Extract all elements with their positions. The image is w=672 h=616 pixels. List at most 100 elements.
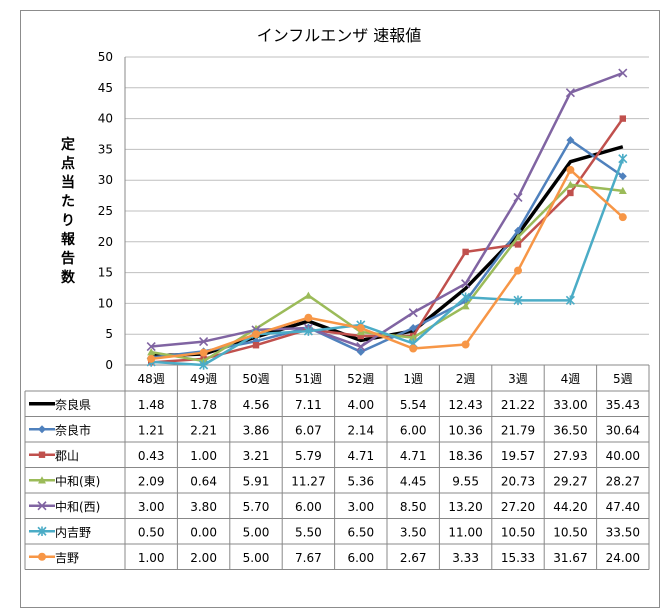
legend-series-name: 吉野 bbox=[55, 551, 79, 565]
data-point-marker bbox=[461, 279, 471, 289]
data-point-marker bbox=[356, 341, 366, 352]
x-tick-label: 3週 bbox=[508, 372, 528, 386]
legend-series-name: 中和(東) bbox=[55, 473, 100, 488]
table-cell-value: 4.71 bbox=[347, 449, 374, 463]
data-point-marker bbox=[618, 68, 628, 78]
table-cell-value: 2.09 bbox=[138, 474, 165, 488]
data-point-marker bbox=[408, 308, 418, 318]
table-cell-value: 3.86 bbox=[243, 423, 270, 437]
x-tick-label: 52週 bbox=[347, 372, 374, 386]
table-cell-value: 5.70 bbox=[243, 500, 270, 514]
table-cell-value: 1.21 bbox=[138, 423, 165, 437]
table-cell-value: 30.64 bbox=[606, 423, 640, 437]
data-point-marker bbox=[199, 348, 208, 357]
y-tick-label: 45 bbox=[98, 81, 113, 95]
y-tick-label: 25 bbox=[98, 204, 113, 218]
data-point-marker bbox=[565, 295, 575, 306]
table-cell-value: 5.54 bbox=[400, 398, 427, 412]
data-point-marker bbox=[618, 213, 627, 222]
data-point-marker bbox=[252, 342, 260, 349]
data-point-marker bbox=[37, 501, 47, 511]
data-point-marker bbox=[618, 153, 628, 164]
table-cell-value: 1.00 bbox=[138, 551, 165, 565]
legend-series-name: 奈良市 bbox=[55, 422, 91, 437]
table-cell-value: 4.00 bbox=[347, 398, 374, 412]
data-point-marker bbox=[566, 165, 575, 174]
legend-series-name: 郡山 bbox=[55, 449, 79, 463]
legend-key bbox=[29, 451, 55, 458]
y-tick-label: 20 bbox=[98, 235, 113, 249]
data-point-marker bbox=[618, 172, 627, 181]
data-point-marker bbox=[409, 344, 418, 353]
table-cell-value: 12.43 bbox=[448, 398, 482, 412]
table-cell-value: 31.67 bbox=[553, 551, 587, 565]
data-point-marker bbox=[357, 332, 364, 340]
data-point-marker bbox=[199, 337, 209, 347]
data-point-marker bbox=[37, 526, 47, 537]
data-point-marker bbox=[38, 476, 46, 484]
series-2 bbox=[147, 136, 627, 362]
table-cell-value: 18.36 bbox=[448, 449, 482, 463]
x-tick-label: 50週 bbox=[242, 372, 269, 386]
data-point-marker bbox=[461, 340, 470, 349]
legend-key bbox=[29, 526, 55, 537]
data-point-marker bbox=[304, 313, 313, 322]
table-cell-value: 7.11 bbox=[295, 398, 322, 412]
table-cell-value: 3.33 bbox=[452, 551, 479, 565]
x-tick-label: 1週 bbox=[403, 372, 423, 386]
table-cell-value: 5.91 bbox=[243, 474, 270, 488]
y-tick-label: 10 bbox=[98, 296, 113, 310]
table-cell-value: 44.20 bbox=[553, 500, 587, 514]
data-point-marker bbox=[409, 324, 418, 333]
table-cell-value: 4.56 bbox=[243, 398, 270, 412]
data-point-marker bbox=[147, 348, 156, 356]
table-cell-value: 5.00 bbox=[243, 525, 270, 539]
series-1 bbox=[151, 145, 624, 358]
table-cell-value: 47.40 bbox=[606, 500, 640, 514]
x-tick-label: 5週 bbox=[613, 372, 633, 386]
table-cell-value: 5.36 bbox=[347, 474, 374, 488]
y-tick-label: 5 bbox=[105, 327, 113, 341]
data-point-marker bbox=[303, 326, 313, 336]
data-point-marker bbox=[514, 233, 522, 241]
table-cell-value: 3.00 bbox=[347, 500, 374, 514]
table-cell-value: 2.00 bbox=[190, 551, 217, 565]
legend-key bbox=[29, 476, 55, 484]
y-tick-label: 0 bbox=[105, 358, 113, 372]
legend-key bbox=[29, 552, 55, 561]
x-tick-label: 2週 bbox=[456, 372, 476, 386]
y-tick-label: 30 bbox=[98, 173, 113, 187]
data-point-marker bbox=[462, 248, 469, 256]
table-cell-value: 2.21 bbox=[190, 423, 217, 437]
legend-key bbox=[29, 425, 55, 434]
series-line bbox=[151, 158, 624, 367]
table-cell-value: 0.43 bbox=[138, 449, 165, 463]
chart-title: インフルエンザ 速報値 bbox=[257, 26, 422, 45]
data-point-marker bbox=[514, 241, 522, 248]
series-7 bbox=[147, 165, 627, 363]
y-axis-label: 定点当たり報告数 bbox=[61, 136, 76, 286]
table-cell-value: 40.00 bbox=[606, 449, 640, 463]
data-point-marker bbox=[619, 115, 626, 122]
table-cell-value: 3.50 bbox=[400, 525, 427, 539]
table-cell-value: 1.00 bbox=[190, 449, 217, 463]
x-tick-label: 49週 bbox=[190, 372, 217, 386]
data-point-marker bbox=[147, 354, 156, 363]
data-point-marker bbox=[356, 347, 365, 356]
data-point-marker bbox=[38, 552, 46, 561]
table-cell-value: 5.50 bbox=[295, 525, 322, 539]
table-cell-value: 7.67 bbox=[295, 551, 322, 565]
table-cell-value: 11.27 bbox=[291, 474, 325, 488]
data-point-marker bbox=[566, 136, 575, 145]
table-cell-value: 19.57 bbox=[501, 449, 535, 463]
series-3 bbox=[148, 115, 626, 366]
series-line bbox=[151, 168, 624, 361]
y-tick-label: 40 bbox=[98, 112, 113, 126]
table-cell-value: 13.20 bbox=[448, 500, 482, 514]
data-point-marker bbox=[567, 189, 574, 197]
y-tick-label: 35 bbox=[98, 142, 113, 156]
data-point-marker bbox=[252, 330, 260, 339]
data-point-marker bbox=[618, 186, 627, 195]
data-point-marker bbox=[304, 291, 313, 299]
table-cell-value: 29.27 bbox=[553, 474, 587, 488]
